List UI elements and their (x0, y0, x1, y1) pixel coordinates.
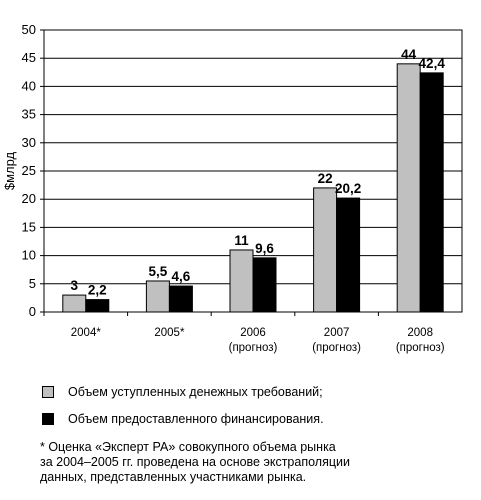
legend-swatch-financing (42, 413, 54, 425)
bar-chart: 0 5 10 15 20 25 30 35 40 45 50 $млрд 3 2,2 2004* 5,5 4,6… (2, 22, 463, 354)
y-tick-label: 50 (22, 22, 36, 37)
footnote-line-2: за 2004–2005 гг. проведена на основе экс… (40, 455, 350, 469)
bar-financing (85, 299, 110, 313)
x-tick-label: 2008 (407, 327, 433, 339)
legend-label-financing: Объем предоставленного финансирования. (68, 412, 324, 426)
data-label-ceded-claims: 44 (401, 47, 417, 62)
y-tick-label: 10 (22, 248, 36, 263)
bar-ceded-claims (313, 187, 338, 313)
footnote-line-1: * Оценка «Эксперт РА» совокупного объема… (40, 440, 336, 454)
x-tick-label: (прогноз) (312, 342, 361, 354)
data-label-ceded-claims: 11 (234, 233, 249, 248)
data-label-financing: 2,2 (88, 283, 107, 298)
bar-financing (252, 257, 277, 313)
data-label-financing: 20,2 (335, 181, 361, 196)
x-tick-label: 2004* (71, 327, 102, 339)
y-tick-label: 15 (22, 219, 36, 234)
bar-financing (419, 72, 444, 313)
x-tick-label: (прогноз) (396, 342, 445, 354)
bar-ceded-claims (145, 280, 170, 313)
y-tick-label: 0 (29, 304, 36, 319)
data-label-ceded-claims: 3 (71, 278, 79, 293)
legend-item-ceded-claims: Объем уступленных денежных требований; (42, 383, 324, 401)
y-tick-label: 45 (22, 50, 36, 65)
data-label-financing: 42,4 (419, 56, 446, 71)
data-label-ceded-claims: 22 (318, 171, 333, 186)
bar-ceded-claims (396, 63, 421, 313)
bar-financing (336, 197, 361, 313)
legend-label-ceded-claims: Объем уступленных денежных требований; (68, 385, 323, 399)
x-tick-label: 2007 (324, 327, 350, 339)
data-label-financing: 9,6 (255, 241, 274, 256)
x-tick-label: (прогноз) (229, 342, 278, 354)
x-tick-label: 2005* (154, 327, 185, 339)
legend-swatch-ceded-claims (42, 386, 54, 398)
y-axis-label: $млрд (2, 151, 17, 190)
y-tick-label: 40 (22, 78, 36, 93)
y-tick-label: 35 (22, 107, 36, 122)
bar-ceded-claims (62, 294, 87, 313)
y-tick-label: 25 (22, 163, 36, 178)
data-label-ceded-claims: 5,5 (149, 264, 168, 279)
footnote: * Оценка «Эксперт РА» совокупного объема… (40, 440, 470, 485)
legend-item-financing: Объем предоставленного финансирования. (42, 410, 324, 428)
x-tick-label: 2006 (240, 327, 266, 339)
footnote-line-3: данных, представленных участниками рынка… (40, 470, 307, 484)
bar-financing (168, 285, 193, 313)
y-tick-label: 5 (29, 276, 36, 291)
legend: Объем уступленных денежных требований; О… (42, 383, 324, 437)
y-tick-label: 30 (22, 135, 36, 150)
bar-ceded-claims (229, 249, 254, 313)
data-label-financing: 4,6 (172, 269, 191, 284)
y-tick-label: 20 (22, 191, 36, 206)
